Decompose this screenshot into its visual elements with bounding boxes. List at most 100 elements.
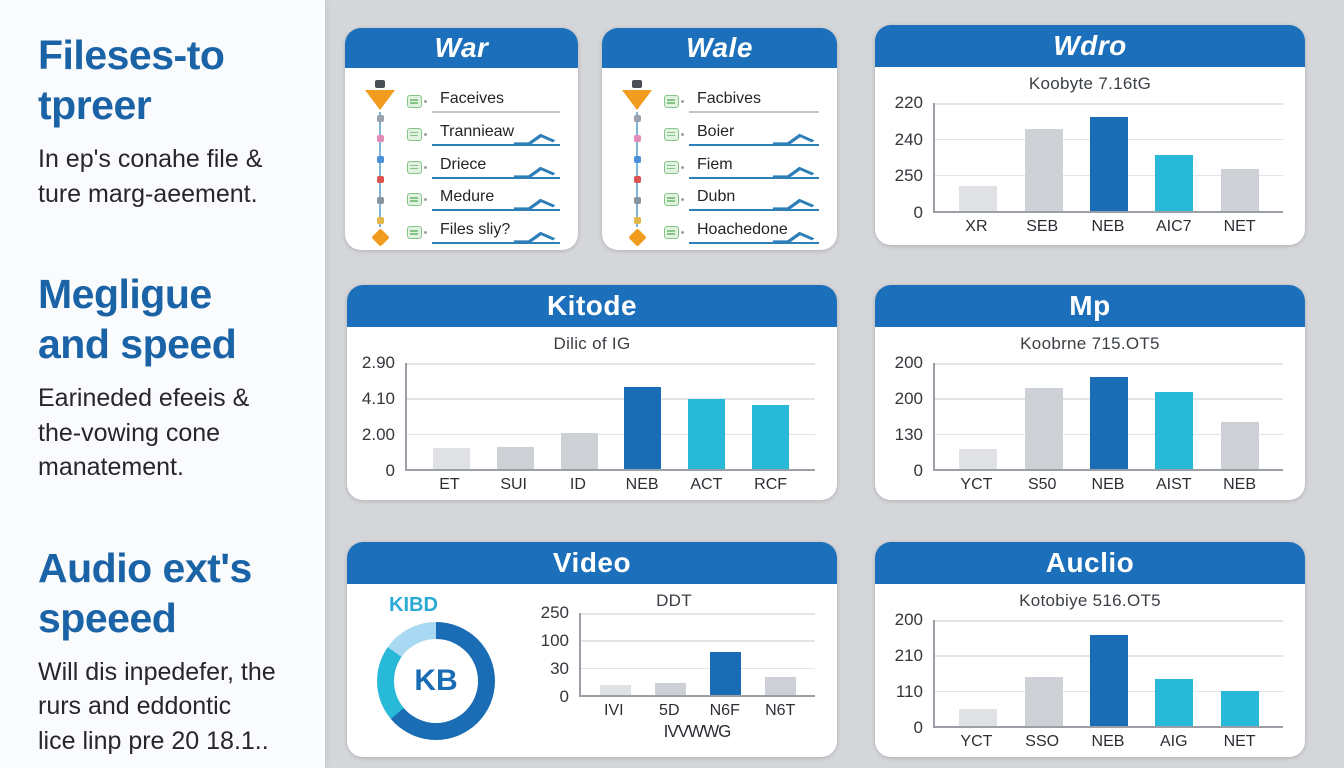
milestone-dot-icon — [633, 216, 641, 224]
chart-subtitle: Koobyte 7.16tG — [1028, 74, 1152, 93]
x-tick-label: NEB — [1091, 476, 1125, 493]
bar-N6F — [709, 652, 742, 695]
x-tick-label: NEB — [625, 476, 659, 493]
bars — [935, 620, 1283, 726]
item-label: Trannieaw — [440, 122, 515, 140]
item-label: Boier — [697, 122, 735, 140]
x-tick-label: NEB — [1223, 476, 1257, 493]
checklist-item: Fiem — [664, 150, 819, 179]
bars — [407, 363, 815, 469]
x-tick-label: AIST — [1156, 476, 1192, 493]
plot-column: YCT SSO NEB AIG NET — [933, 620, 1283, 751]
check-tick-icon — [772, 166, 815, 178]
bar-slot — [1207, 103, 1272, 211]
item-label: Hoachedone — [697, 221, 788, 238]
y-tick-label: 130 — [894, 424, 923, 444]
x-tick-label: ACT — [690, 476, 723, 493]
y-tick-label: 240 — [894, 129, 923, 149]
left-text-panel: Fileses-to tpreer In ep's conahe file & … — [0, 0, 325, 768]
bar-AIST — [1155, 391, 1194, 469]
checklist-item: Facbives — [664, 84, 819, 113]
bar-S50 — [1024, 388, 1063, 469]
section-heading: Fileses-to tpreer — [38, 30, 315, 130]
process-timeline — [359, 78, 401, 247]
donut-chart: KB — [377, 622, 495, 740]
card-header: Mp — [875, 285, 1305, 327]
card-war: War Faceives Trannieaw Driece Medure Files s… — [345, 28, 578, 250]
bar-ET — [432, 447, 470, 469]
y-tick-label: 0 — [385, 461, 395, 480]
card-video: Video KIBD KB DDT 250 100 30 0 — [347, 542, 837, 757]
x-tick-label: SSO — [1025, 733, 1060, 750]
bar-ACT — [688, 399, 726, 469]
chart-subtitle: Kotobiye 516.OT5 — [1019, 591, 1161, 610]
checkbox-icon — [407, 95, 427, 108]
section-heading: Audio ext's speeed — [38, 543, 315, 643]
heading-line: speeed — [38, 594, 177, 641]
plot-area — [933, 103, 1283, 213]
y-axis: 250 100 30 0 — [527, 603, 579, 706]
text-section-1: Fileses-to tpreer In ep's conahe file & … — [38, 30, 315, 211]
bars — [581, 613, 815, 695]
gridline — [407, 433, 815, 436]
timeline-line — [628, 112, 646, 227]
video-chart-column: DDT 250 100 30 0 IVI 5D N6F N6T IVVWWG — [527, 584, 837, 757]
check-tick-icon — [513, 199, 556, 211]
gridline — [935, 620, 1283, 622]
bar-chart: 2.90 4.10 2.00 0 ET SUI ID NEB ACT RCF — [347, 353, 837, 494]
bar-chart: 250 100 30 0 IVI 5D N6F N6T IVVWWG — [527, 603, 821, 742]
x-tick-label: S50 — [1027, 476, 1057, 493]
item-underline: Files sliy? — [432, 218, 560, 244]
card-header: Kitode — [347, 285, 837, 327]
x-tick-label: RCF — [754, 476, 788, 493]
section-body: In ep's conahe file & ture marg-aeement. — [38, 142, 315, 211]
bar-slot — [1076, 620, 1141, 726]
video-card-body: KIBD KB DDT 250 100 30 0 IVI 5D N — [347, 584, 837, 757]
x-axis-labels: IVI 5D N6F N6T — [579, 702, 815, 720]
x-tick-label: SUI — [500, 476, 527, 493]
checkbox-icon — [407, 127, 427, 141]
checklist: Faceives Trannieaw Driece Medure Files sliy? — [401, 78, 562, 244]
process-timeline — [616, 78, 658, 247]
bar-slot — [675, 363, 739, 469]
plot-column: ET SUI ID NEB ACT RCF — [405, 363, 815, 494]
body-line: Will dis inpedefer, the — [38, 657, 276, 686]
bar-NEB — [624, 387, 662, 469]
x-axis-labels: XR SEB NEB AIC7 NET — [933, 218, 1283, 236]
bar-slot — [611, 363, 675, 469]
plot-area — [933, 620, 1283, 728]
card-title: Mp — [1069, 290, 1111, 321]
checkbox-icon — [664, 127, 684, 141]
item-underline: Boier — [689, 120, 819, 146]
bar-NET — [1220, 168, 1259, 211]
card-mp: Mp Koobrne 715.OT5 200 200 130 0 YCT S50 NEB A… — [875, 285, 1305, 500]
bar-slot — [753, 613, 808, 695]
bar-XR — [959, 186, 998, 211]
card-title: Kitode — [546, 290, 638, 321]
item-underline: Hoachedone — [689, 218, 819, 244]
heading-line: Fileses-to — [38, 32, 225, 78]
bar-RCF — [752, 405, 790, 469]
heading-line: Audio ext's — [38, 544, 252, 591]
bar-slot — [547, 363, 611, 469]
milestone-dot-icon — [633, 115, 641, 122]
bar-slot — [945, 620, 1010, 726]
bar-YCT — [959, 709, 998, 726]
x-tick-label: N6F — [709, 702, 740, 719]
plot-column: YCT S50 NEB AIST NEB — [933, 363, 1283, 494]
section-body: Earineded efeeis & the-vowing cone manat… — [38, 381, 315, 485]
x-tick-label: ET — [439, 476, 460, 493]
item-label: Dubn — [697, 188, 736, 206]
check-tick-icon — [772, 133, 815, 145]
x-axis-labels: ET SUI ID NEB ACT RCF — [405, 476, 815, 494]
gridline — [581, 613, 815, 615]
card-title: Wale — [686, 32, 753, 63]
bar-5D — [654, 682, 687, 695]
checkbox-icon — [664, 226, 684, 239]
checklist-body: Faceives Trannieaw Driece Medure Files sliy? — [345, 68, 578, 250]
x-tick-label: YCT — [960, 476, 993, 493]
milestone-dot-icon — [376, 135, 384, 143]
